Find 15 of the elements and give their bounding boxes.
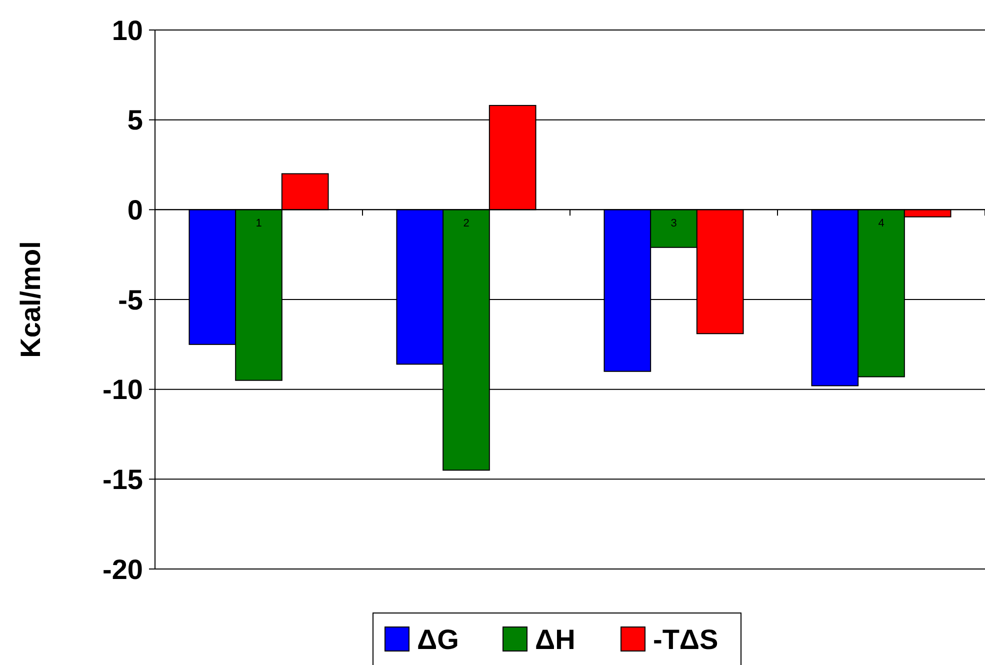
legend-label: -TΔS <box>653 624 718 655</box>
y-tick-label: 5 <box>127 104 143 136</box>
y-tick-label: -20 <box>102 554 143 585</box>
legend-label: ΔH <box>535 624 576 655</box>
y-tick-label: -10 <box>102 374 143 406</box>
x-tick-label: 2 <box>463 218 470 230</box>
y-axis-title: Kcal/mol <box>15 241 46 358</box>
legend-label: ΔG <box>417 624 459 655</box>
x-tick-label: 3 <box>670 218 677 230</box>
y-tick-label: -5 <box>118 284 143 316</box>
x-tick-label: 4 <box>878 218 884 230</box>
y-tick-label: 10 <box>112 14 143 46</box>
y-tick-label: 0 <box>127 194 143 226</box>
y-tick-label: -15 <box>102 464 143 495</box>
x-tick-label: 1 <box>256 218 262 230</box>
